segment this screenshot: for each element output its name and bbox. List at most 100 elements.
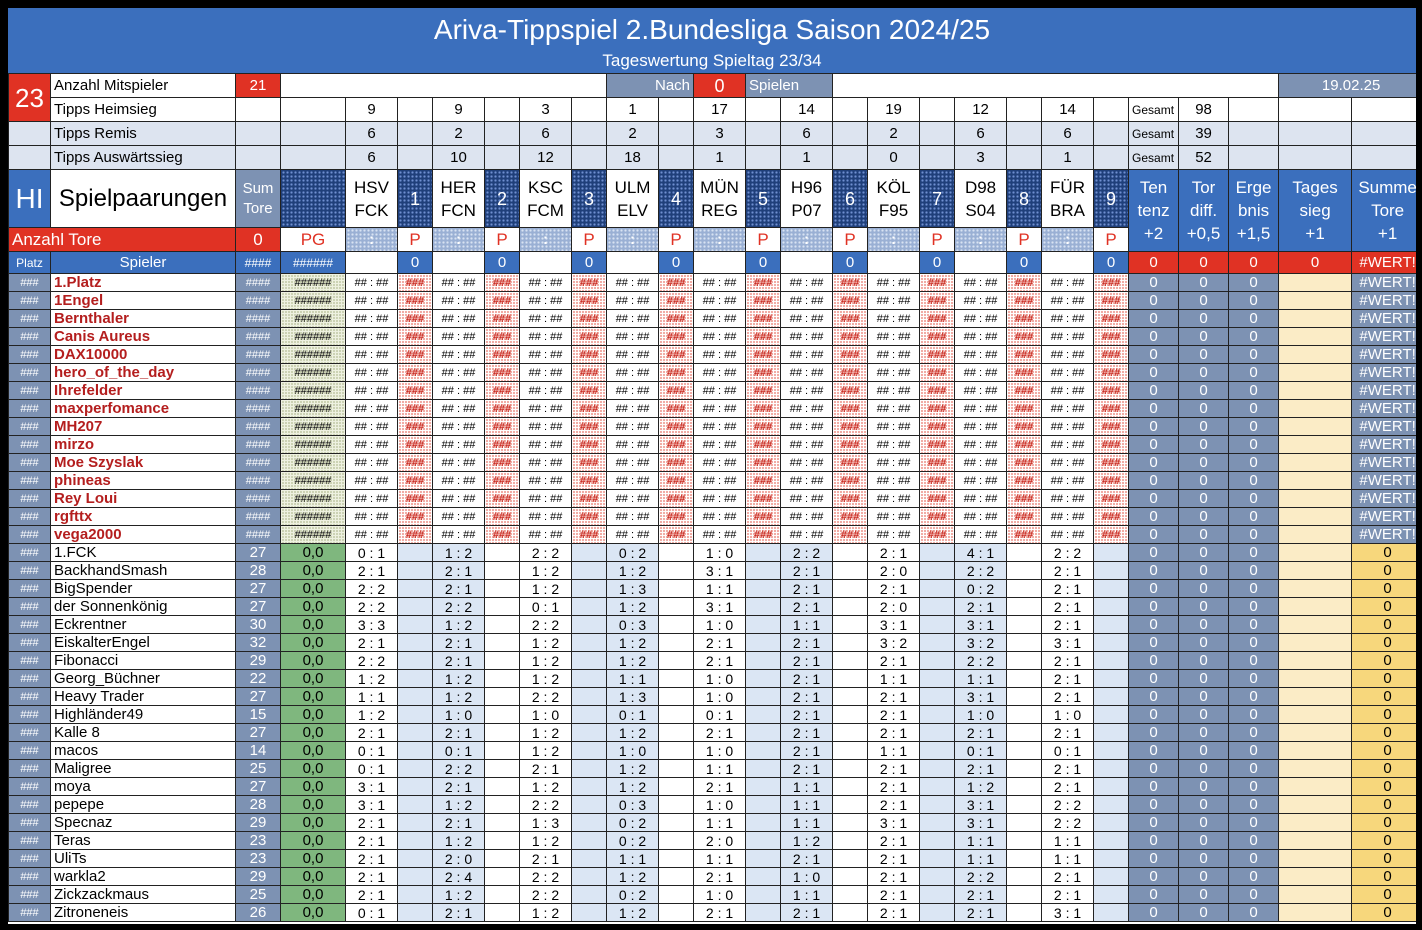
table-row: ### MH207 #### ###### ## : ## ### ## : ## ### ##…	[8, 417, 1416, 436]
points-cell	[658, 867, 695, 886]
result-input[interactable]: :	[867, 227, 921, 252]
date-label: 19.02.25	[1278, 73, 1416, 98]
points-cell: ###	[397, 417, 433, 436]
bonus-cell: 0	[1178, 381, 1230, 400]
tip-cell: 2 : 1	[780, 759, 834, 778]
tip-cell: ## : ##	[519, 363, 572, 382]
wert-cell: #WERT!	[1351, 453, 1416, 472]
bonus-header-4: Tages sieg +1	[1278, 169, 1353, 252]
platz-cell: ###	[8, 489, 51, 508]
player-name: Specnaz	[50, 813, 236, 832]
sum-cell: 23	[235, 849, 281, 868]
tip-cell: 1 : 1	[867, 669, 921, 688]
result-input[interactable]: :	[432, 227, 485, 252]
result-input[interactable]: :	[606, 227, 660, 252]
tip-cell: 1 : 2	[345, 705, 398, 724]
result-input[interactable]: :	[519, 227, 572, 252]
result-input[interactable]: :	[1041, 227, 1095, 252]
points-cell	[397, 633, 433, 652]
table-row: Tipps Heimsieg 9 9 3 1 17 14 19 12 14 Gesamt 98	[9, 97, 1416, 122]
tip-cell: ## : ##	[606, 327, 660, 346]
points-cell	[1093, 759, 1130, 778]
points-cell: ###	[919, 381, 956, 400]
hash-cell: ######	[280, 363, 346, 382]
tip-cell: 2 : 1	[432, 579, 485, 598]
platz-cell: ###	[8, 417, 51, 436]
summe-cell: 0	[1351, 651, 1416, 670]
bonus-cell	[1278, 363, 1353, 382]
hash-cell: ####	[235, 363, 281, 382]
bonus-line: Summe	[1358, 178, 1416, 197]
result-input[interactable]: :	[780, 227, 834, 252]
points-cell	[484, 579, 520, 598]
points-cell: ###	[397, 273, 433, 292]
table-row: Anzahl Tore 0 PG: P: P: P: P: P: P: P: P: P	[8, 227, 1417, 252]
spacer	[832, 97, 869, 122]
points-cell	[1006, 669, 1043, 688]
bonus-cell	[1278, 381, 1353, 400]
bonus-cell: 0	[1178, 795, 1230, 814]
wert-cell: #WERT!	[1351, 291, 1416, 310]
points-cell: ###	[832, 273, 869, 292]
tip-cell: 2 : 1	[519, 759, 572, 778]
bonus-cell: 0	[1128, 327, 1180, 346]
points-cell	[484, 741, 520, 760]
tip-cell: ## : ##	[867, 309, 921, 328]
bonus-line: Ten	[1139, 178, 1168, 197]
tip-cell: ## : ##	[693, 345, 747, 364]
bonus-cell: 0	[1228, 309, 1280, 328]
points-cell: ###	[919, 327, 956, 346]
bonus-cell	[1278, 723, 1353, 742]
bonus-cell: 0	[1178, 345, 1230, 364]
bonus-cell	[1278, 813, 1353, 832]
match-number: 6	[832, 169, 869, 228]
tip-cell: ## : ##	[345, 453, 398, 472]
points-cell	[745, 543, 782, 562]
table-row: ### Maligree 25 0,0 0 : 1 2 : 2 2 : 1 1 : 2 1 : …	[8, 759, 1416, 778]
tip-cell: ## : ##	[867, 417, 921, 436]
points-cell	[484, 867, 520, 886]
points-cell: ###	[919, 417, 956, 436]
bonus-cell	[1278, 543, 1353, 562]
tip-cell: ## : ##	[432, 291, 485, 310]
points-cell: ###	[484, 309, 520, 328]
tips-count: 1	[1041, 145, 1095, 170]
bonus-cell: 0	[1228, 849, 1280, 868]
tip-cell: 1 : 2	[432, 831, 485, 850]
player-name: macos	[50, 741, 236, 760]
spacer	[432, 251, 485, 274]
tip-cell: ## : ##	[345, 525, 398, 544]
spacer	[235, 97, 281, 122]
result-input[interactable]: :	[345, 227, 398, 252]
wert-cell: #WERT!	[1351, 417, 1416, 436]
points-cell: ###	[1093, 507, 1130, 526]
tip-cell: 2 : 1	[780, 579, 834, 598]
points-cell: ###	[1006, 273, 1043, 292]
tip-cell: 2 : 2	[432, 759, 485, 778]
bonus-line: tenz	[1137, 201, 1170, 220]
points-cell	[1006, 597, 1043, 616]
wert-cell: #WERT!	[1351, 251, 1416, 274]
points-cell	[397, 777, 433, 796]
points-cell: ###	[832, 507, 869, 526]
points-cell	[919, 759, 956, 778]
points-cell	[570, 741, 608, 760]
points-cell	[832, 831, 869, 850]
points-cell	[919, 705, 956, 724]
bonus-cell: 0	[1228, 759, 1280, 778]
points-cell	[397, 669, 433, 688]
points-cell	[397, 579, 433, 598]
match-6: H96 P07	[780, 169, 834, 228]
player-name: Rey Loui	[50, 489, 236, 508]
result-input[interactable]: :	[954, 227, 1008, 252]
points-cell	[397, 723, 433, 742]
result-input[interactable]: :	[693, 227, 747, 252]
match-number: 7	[919, 169, 956, 228]
bonus-cell: 0	[1178, 777, 1230, 796]
points-cell	[658, 831, 695, 850]
bonus-cell	[1278, 651, 1353, 670]
hash-cell: ######	[280, 251, 346, 274]
points-cell: ###	[1006, 453, 1043, 472]
points-cell	[397, 867, 433, 886]
tip-cell: ## : ##	[345, 345, 398, 364]
